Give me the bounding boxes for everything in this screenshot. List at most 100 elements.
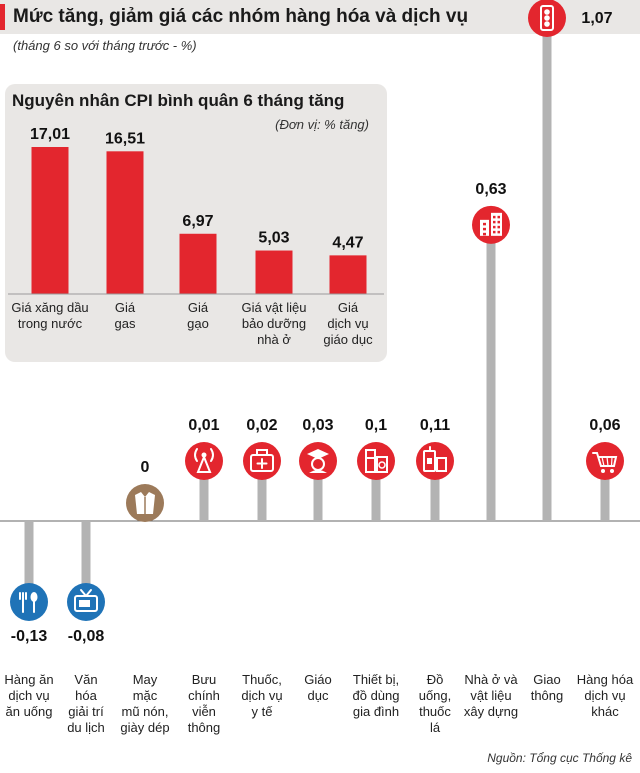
data-label: -0,08 <box>68 628 105 645</box>
lollipop-circle <box>185 442 223 480</box>
data-label: 0 <box>141 459 150 476</box>
category-label-line: dục <box>307 688 329 703</box>
category-label-line: du lịch <box>67 720 105 735</box>
category-label-line: khác <box>591 704 619 719</box>
fork-spoon-icon <box>19 592 38 613</box>
inset-category-label: Giá dịch vụ giáo dục <box>306 300 390 348</box>
category-label: Hàng hóa dịch vụ khác <box>574 672 636 720</box>
data-label: 0,03 <box>302 417 333 434</box>
clothing-icon <box>135 492 155 514</box>
inset-category-label-line: dịch vụ <box>327 316 369 331</box>
category-label-line: May <box>132 672 158 687</box>
inset-category-label: Giá xăng dầu trong nước <box>8 300 92 332</box>
lollipop-marker <box>243 442 281 480</box>
category-label-line: dịch vụ <box>241 688 283 703</box>
category-label-line: Giáo <box>304 672 332 687</box>
lollipop-marker <box>10 583 48 621</box>
lollipop-marker <box>357 442 395 480</box>
category-label: Giao thông <box>516 672 578 704</box>
tv-icon <box>74 589 98 612</box>
chart-subtitle: (tháng 6 so với tháng trước - %) <box>13 38 197 53</box>
category-label: Thuốc, dịch vụ y tế <box>231 672 293 720</box>
lollipop-circle <box>10 583 48 621</box>
category-label-line: Đồ <box>426 672 444 687</box>
category-label-line: mặc <box>132 688 158 703</box>
data-label: 1,07 <box>581 10 612 27</box>
lollipop-marker <box>472 205 510 244</box>
traffic-light-icon <box>540 5 554 31</box>
lollipop-marker <box>185 442 223 480</box>
category-label: Giáo dục <box>287 672 349 704</box>
category-label-line: Văn <box>74 672 98 687</box>
category-label-line: Bưu <box>191 672 217 687</box>
category-label-line: Thiết bị, <box>352 672 400 687</box>
inset-data-label: 17,01 <box>30 126 70 143</box>
inset-category-label-line: nhà ở <box>257 332 291 347</box>
lollipop-marker <box>528 0 566 37</box>
graduate-icon <box>307 449 329 473</box>
inset-data-label: 5,03 <box>258 230 289 247</box>
inset-category-label-line: Giá xăng dầu <box>11 300 89 315</box>
inset-category-label-line: Giá vật liệu <box>241 300 307 315</box>
inset-bar <box>106 151 144 294</box>
antenna-icon <box>194 448 214 473</box>
category-label-line: Nhà ở và <box>464 672 518 687</box>
inset-bar <box>329 255 367 294</box>
category-label-line: hóa <box>75 688 97 703</box>
inset-category-label-line: Giá <box>114 300 136 315</box>
inset-category-label-line: bảo dưỡng <box>241 316 307 331</box>
data-label: -0,13 <box>11 628 48 645</box>
category-label-line: uống, <box>418 688 452 703</box>
chart-title: Mức tăng, giảm giá các nhóm hàng hóa và … <box>13 6 469 27</box>
inset-data-label: 16,51 <box>105 130 145 147</box>
inset-category-label-line: gas <box>114 316 136 331</box>
inset-data-label: 4,47 <box>332 234 363 251</box>
inset-category-label-line: Giá <box>187 300 209 315</box>
category-label: May mặc mũ nón, giày dép <box>114 672 176 736</box>
inset-category-label: Giá gạo <box>156 300 240 332</box>
data-label: 0,01 <box>188 417 219 434</box>
category-label-line: giải trí <box>68 704 104 719</box>
data-label: 0,06 <box>589 417 620 434</box>
medical-bag-icon <box>250 449 274 472</box>
category-label-line: thông <box>530 688 564 703</box>
appliance-icon <box>365 449 388 473</box>
data-label: 0,11 <box>420 417 450 434</box>
category-label-line: xây dựng <box>463 704 519 719</box>
category-label: Văn hóa giải trí du lịch <box>55 672 117 736</box>
category-label-line: y tế <box>251 704 273 719</box>
lollipop-marker <box>67 583 105 621</box>
category-label-line: vật liệu <box>470 688 512 703</box>
lollipop-circle <box>299 442 337 480</box>
category-label: Bưu chính viễn thông <box>173 672 235 736</box>
category-label-line: viễn <box>192 704 216 719</box>
inset-data-label: 6,97 <box>182 213 213 230</box>
lollipop-marker <box>126 484 164 522</box>
data-label: 0,63 <box>475 181 506 198</box>
inset-category-label-line: giáo dục <box>323 332 373 347</box>
category-label-line: Hàng ăn <box>4 672 54 687</box>
inset-bar <box>31 147 69 294</box>
inset-title: Nguyên nhân CPI bình quân 6 tháng tăng <box>12 91 345 110</box>
category-label-line: Hàng hóa <box>576 672 634 687</box>
category-label-line: thuốc <box>419 704 451 719</box>
data-label: 0,02 <box>246 417 277 434</box>
lollipop-marker <box>416 442 454 480</box>
category-label-line: dịch vụ <box>8 688 50 703</box>
category-label-line: Giao <box>533 672 561 687</box>
lollipop-marker <box>299 442 337 480</box>
inset-bar <box>255 250 293 294</box>
category-label-line: chính <box>188 688 220 703</box>
category-label-line: giày dép <box>120 720 170 735</box>
title-accent-bar <box>0 4 5 30</box>
category-label-line: lá <box>429 720 441 735</box>
category-label-line: gia đình <box>352 704 400 719</box>
inset-unit-label: (Đơn vị: % tăng) <box>275 117 369 132</box>
category-label: Đồ uống, thuốc lá <box>404 672 466 736</box>
inset-category-label-line: trong nước <box>17 316 83 331</box>
category-label: Thiết bị, đồ dùng gia đình <box>345 672 407 720</box>
category-label-line: đồ dùng <box>352 688 400 703</box>
drink-icon <box>423 446 447 472</box>
data-label: 0,1 <box>365 417 387 434</box>
